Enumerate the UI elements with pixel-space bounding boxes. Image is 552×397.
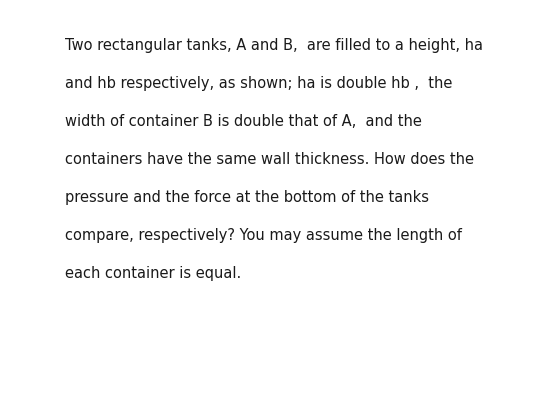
- Text: containers have the same wall thickness. How does the: containers have the same wall thickness.…: [65, 152, 474, 167]
- Text: pressure and the force at the bottom of the tanks: pressure and the force at the bottom of …: [65, 190, 429, 205]
- Text: each container is equal.: each container is equal.: [65, 266, 241, 281]
- Text: and hb respectively, as shown; ha is double hb ,  the: and hb respectively, as shown; ha is dou…: [65, 76, 453, 91]
- Text: compare, respectively? You may assume the length of: compare, respectively? You may assume th…: [65, 228, 462, 243]
- Text: width of container B is double that of A,  and the: width of container B is double that of A…: [65, 114, 422, 129]
- Text: Two rectangular tanks, A and B,  are filled to a height, ha: Two rectangular tanks, A and B, are fill…: [65, 38, 483, 53]
